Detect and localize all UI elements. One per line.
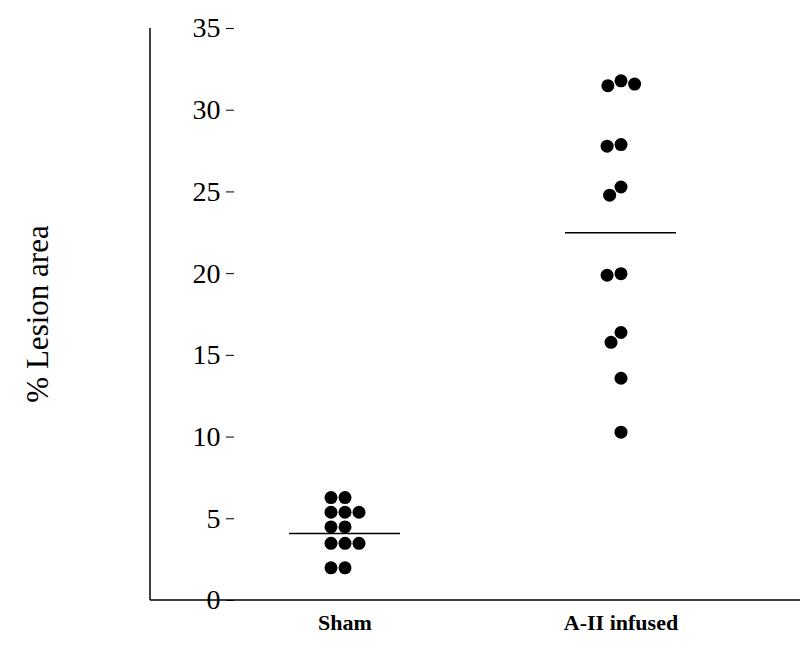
svg-text:5: 5: [207, 503, 221, 534]
svg-text:% Lesion area: % Lesion area: [20, 225, 55, 403]
svg-text:25: 25: [193, 176, 221, 207]
svg-text:0: 0: [206, 584, 221, 616]
svg-text:A-II infused: A-II infused: [564, 610, 678, 635]
svg-text:30: 30: [193, 94, 221, 125]
svg-text:35: 35: [193, 12, 221, 43]
svg-text:20: 20: [193, 258, 221, 289]
svg-text:10: 10: [193, 421, 221, 452]
svg-text:15: 15: [193, 339, 221, 370]
svg-text:Sham: Sham: [318, 610, 372, 635]
